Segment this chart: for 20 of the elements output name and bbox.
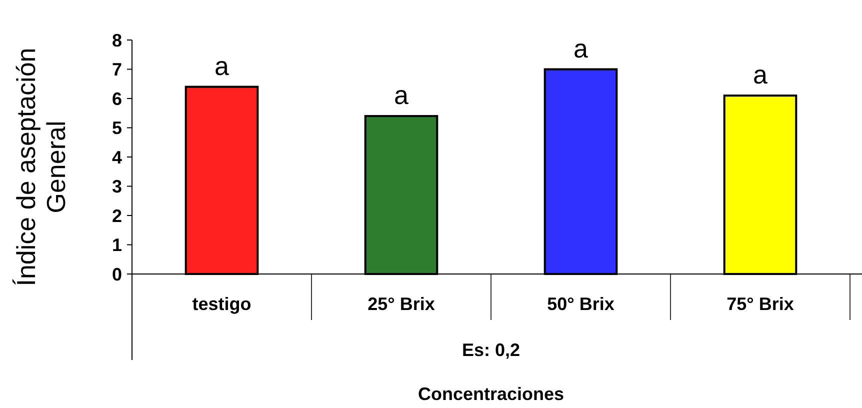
y-tick-label: 7 [112, 60, 122, 80]
y-tick-label: 4 [112, 147, 122, 168]
y-tick-label: 3 [112, 176, 122, 197]
x-axis-title: Concentraciones [418, 384, 564, 404]
x-tick-label: 25° Brix [368, 294, 435, 314]
y-tick-label: 0 [112, 264, 122, 284]
y-tick-label: 5 [112, 118, 122, 138]
x-tick-label: testigo [192, 294, 252, 314]
y-tick-label: 6 [112, 88, 122, 109]
y-tick-label: 2 [112, 206, 122, 226]
text: Es: 0,2 [462, 340, 520, 360]
y-tick-label: 1 [112, 235, 122, 256]
x-tick-label: 50° Brix [547, 294, 614, 314]
y-axis-title: Índice de aseptación General [11, 48, 71, 286]
data-label: a [753, 60, 768, 90]
data-label: a [394, 80, 410, 110]
data-label: a [214, 50, 230, 81]
x-tick-label: 75° Brix [726, 294, 794, 314]
y-tick-label: 8 [112, 30, 122, 50]
data-label: a [574, 33, 589, 64]
